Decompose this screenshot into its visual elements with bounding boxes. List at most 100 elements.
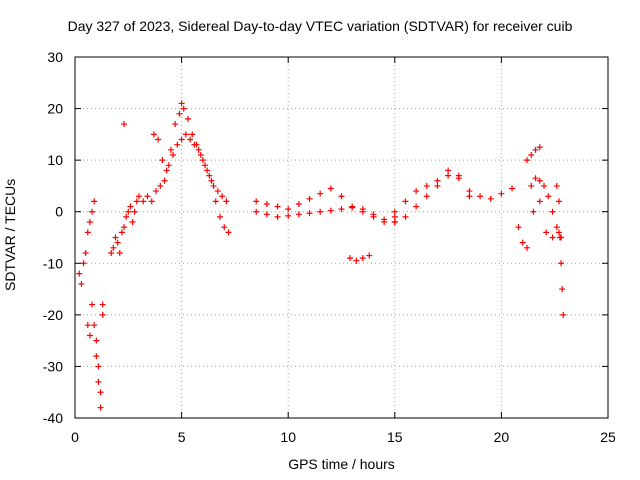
data-point	[423, 182, 430, 189]
data-point	[487, 195, 494, 202]
plot-frame	[74, 56, 609, 419]
data-point	[78, 280, 85, 287]
data-point	[423, 193, 430, 200]
data-point	[317, 190, 324, 197]
data-point	[559, 286, 566, 293]
data-point	[123, 213, 130, 220]
data-point	[317, 208, 324, 215]
data-point	[359, 206, 366, 213]
data-point	[306, 210, 313, 217]
data-point	[178, 100, 185, 107]
data-point	[180, 105, 187, 112]
data-point	[178, 136, 185, 143]
data-point	[295, 200, 302, 207]
series-segment-1	[76, 198, 106, 396]
data-point	[402, 198, 409, 205]
data-point	[202, 162, 209, 169]
data-point	[413, 188, 420, 195]
data-point	[155, 136, 162, 143]
data-point	[536, 177, 543, 184]
data-point	[253, 198, 260, 205]
data-point	[184, 115, 191, 122]
data-point	[477, 193, 484, 200]
data-point	[555, 229, 562, 236]
x-tick-label: 10	[280, 429, 296, 445]
data-point	[91, 322, 98, 329]
data-point	[327, 185, 334, 192]
data-point	[93, 353, 100, 360]
data-point	[549, 208, 556, 215]
data-point	[536, 144, 543, 151]
data-point	[219, 193, 226, 200]
data-point	[99, 301, 106, 308]
series-segment-3	[108, 182, 164, 256]
y-tick-label: 30	[47, 49, 63, 65]
series-segment-11	[391, 167, 473, 226]
data-point	[89, 208, 96, 215]
data-point	[125, 208, 132, 215]
grid-lines	[75, 57, 608, 418]
data-point	[434, 177, 441, 184]
data-point	[140, 198, 147, 205]
data-point	[347, 255, 354, 262]
data-point	[95, 378, 102, 385]
series-segment-4	[121, 121, 128, 128]
data-point	[558, 260, 565, 267]
data-point	[541, 182, 548, 189]
data-point	[216, 213, 223, 220]
data-point	[366, 252, 373, 259]
data-point	[148, 198, 155, 205]
data-point	[212, 198, 219, 205]
data-point	[434, 182, 441, 189]
x-tick-label: 25	[600, 429, 616, 445]
data-point	[159, 157, 166, 164]
series-segment-2	[84, 301, 106, 411]
data-point	[76, 270, 83, 277]
data-point	[191, 141, 198, 148]
chart-title: Day 327 of 2023, Sidereal Day-to-day VTE…	[67, 18, 573, 34]
data-point	[82, 249, 89, 256]
series-segment-7	[253, 185, 398, 226]
data-point	[153, 188, 160, 195]
data-point	[121, 121, 128, 128]
y-tick-label: 0	[55, 204, 63, 220]
data-point	[274, 213, 281, 220]
data-point	[274, 203, 281, 210]
x-tick-label: 0	[71, 429, 79, 445]
data-point	[528, 182, 535, 189]
data-point	[549, 234, 556, 241]
data-point	[263, 211, 270, 218]
axis-ticks: 0 5 10 15 20 25 -40 -30 -20 -10 0 10 20 30	[43, 49, 616, 445]
data-point	[391, 213, 398, 220]
data-point	[391, 219, 398, 226]
data-point	[523, 157, 530, 164]
data-point	[199, 157, 206, 164]
data-point	[528, 151, 535, 158]
data-point	[84, 322, 91, 329]
y-tick-label: -10	[43, 255, 63, 271]
data-point	[466, 193, 473, 200]
data-point	[545, 193, 552, 200]
data-point	[553, 224, 560, 231]
data-point	[498, 190, 505, 197]
data-point	[509, 185, 516, 192]
data-point	[195, 146, 202, 153]
data-point	[349, 204, 356, 211]
data-point	[445, 167, 452, 174]
data-point	[523, 244, 530, 251]
series-segment-15	[553, 182, 567, 318]
data-point	[223, 198, 230, 205]
data-point	[114, 239, 121, 246]
data-point	[285, 206, 292, 213]
data-point	[353, 257, 360, 264]
data-point	[150, 131, 157, 138]
data-point	[197, 151, 204, 158]
data-point	[116, 249, 123, 256]
series-segment-12	[523, 144, 543, 164]
data-point	[295, 211, 302, 218]
data-point	[338, 193, 345, 200]
data-point	[445, 172, 452, 179]
data-point	[135, 193, 142, 200]
data-point	[86, 219, 93, 226]
